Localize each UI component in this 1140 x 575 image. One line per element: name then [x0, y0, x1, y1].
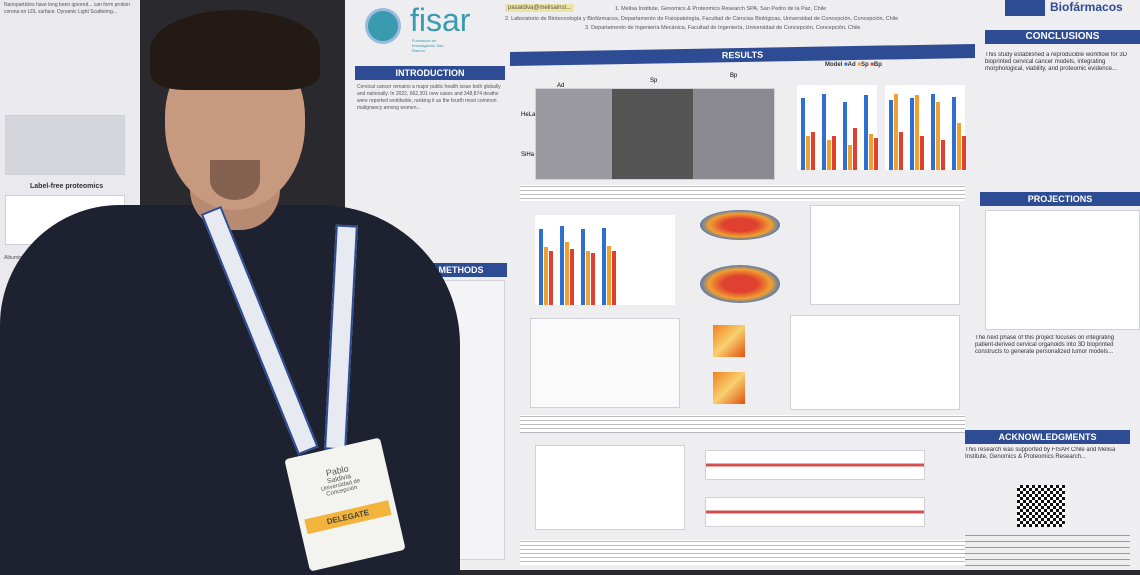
bar-mark — [607, 245, 611, 305]
qr-code — [1017, 485, 1065, 527]
bar-mark — [586, 251, 590, 305]
figure-3-caption — [520, 540, 965, 565]
manhattan-plot-1 — [705, 450, 925, 480]
legend: Model ■Ad ■Sp ■Bp — [825, 62, 882, 68]
gel-image — [5, 115, 125, 175]
bar-mark — [962, 136, 966, 170]
acknowledgments-text: This research was supported by FISAR Chi… — [965, 447, 1116, 460]
fisar-logo-icon — [365, 8, 401, 44]
conclusions-header: CONCLUSIONS — [985, 30, 1140, 44]
fisar-logo: fisar — [410, 2, 471, 38]
badge-role: DELEGATE — [304, 500, 392, 535]
additional-support-text — [965, 533, 1130, 568]
col-label-ad: Ad — [557, 83, 565, 89]
bar-mark — [899, 131, 903, 170]
bar-mark — [602, 227, 606, 305]
microscopy-images — [535, 88, 775, 180]
bar-mark — [581, 229, 585, 305]
bar-mark — [549, 251, 553, 305]
bar-mark — [544, 246, 548, 305]
person: Pablo Saldivia Universidad de Concepción… — [0, 0, 470, 575]
row-label-hela: HeLa — [521, 112, 536, 118]
row-label-siha: SiHa — [521, 152, 535, 158]
introduction-header: INTRODUCTION — [355, 66, 505, 80]
email: pasaldiva@melisainst... — [505, 4, 575, 12]
viability-chart-siha — [885, 85, 966, 170]
bar-mark — [832, 136, 836, 170]
bar-mark — [570, 249, 574, 305]
heatmap-1 — [713, 325, 745, 357]
col-label-sp: Sp — [650, 78, 658, 84]
manhattan-plot-2 — [705, 497, 925, 527]
acknowledgments-header: ACKNOWLEDGMENTS — [965, 430, 1130, 444]
figure-d — [530, 318, 680, 408]
bar-mark — [874, 137, 878, 170]
bar-mark — [848, 144, 852, 170]
affiliation-2: 2. Laboratorio de Biotecnología y Biofár… — [505, 16, 899, 22]
venn-siha — [700, 265, 780, 303]
bar-mark — [894, 93, 898, 170]
projections-text: The next phase of this project focuses o… — [975, 335, 1115, 355]
biofarmacos-logo: Biofármacos — [1050, 0, 1123, 14]
volcano-plots — [535, 445, 685, 530]
affiliation-3: 3. Departamento de Ingeniería Mecánica, … — [585, 25, 861, 31]
person-hair — [150, 10, 320, 90]
fisar-subtitle: Fundación de Investigación San Ramón — [412, 38, 444, 53]
viability-chart-hela — [797, 85, 878, 170]
bar-mark — [565, 242, 569, 305]
bar-mark — [936, 102, 940, 170]
bar-mark — [957, 123, 961, 170]
affiliation-1: 1. Melisa Institute, Genomics & Proteomi… — [615, 6, 827, 12]
figure-1-caption — [520, 185, 965, 201]
bar-mark — [920, 136, 924, 170]
bar-mark — [915, 95, 919, 170]
bar-mark — [853, 127, 857, 170]
legend-sp: Sp — [860, 62, 869, 68]
bar-mark — [941, 140, 945, 170]
proteomics-bar-chart — [535, 215, 675, 305]
biofarmacos-logo-icon — [1005, 0, 1045, 16]
bar-mark — [822, 93, 826, 170]
results-header: RESULTS — [510, 43, 975, 67]
legend-ad: Ad — [847, 62, 856, 68]
left-label: Label-free proteomics — [30, 183, 104, 190]
heatmap-2 — [713, 372, 745, 404]
intro-text: Cervical cancer remains a major public h… — [357, 84, 501, 111]
legend-bp: Bp — [873, 62, 882, 68]
bar-mark — [560, 225, 564, 305]
bar-mark — [827, 140, 831, 170]
bar-mark — [843, 102, 847, 170]
figure-2-caption — [520, 415, 965, 433]
right-column: Biofármacos CONCLUSIONS This study estab… — [965, 0, 1140, 570]
bar-mark — [811, 131, 815, 170]
bar-mark — [539, 228, 543, 305]
violin-plots — [810, 205, 960, 305]
bar-mark — [612, 251, 616, 305]
venn-hela — [700, 210, 780, 240]
main-poster: fisar Fundación de Investigación San Ram… — [345, 0, 975, 570]
projections-diagram — [985, 210, 1140, 330]
bar-mark — [869, 134, 873, 170]
bar-mark — [889, 100, 893, 170]
col-label-bp: Bp — [730, 73, 738, 79]
bar-mark — [806, 136, 810, 170]
legend-title: Model — [825, 62, 843, 68]
bar-mark — [801, 97, 805, 170]
projections-header: PROJECTIONS — [980, 192, 1140, 206]
bar-mark — [864, 95, 868, 170]
conclusions-text: This study established a reproducible wo… — [985, 52, 1128, 72]
person-beard — [210, 160, 260, 200]
bar-mark — [931, 93, 935, 170]
bar-mark — [591, 252, 595, 305]
bar-mark — [910, 97, 914, 170]
bar-mark — [952, 96, 956, 170]
pca-plots — [790, 315, 960, 410]
